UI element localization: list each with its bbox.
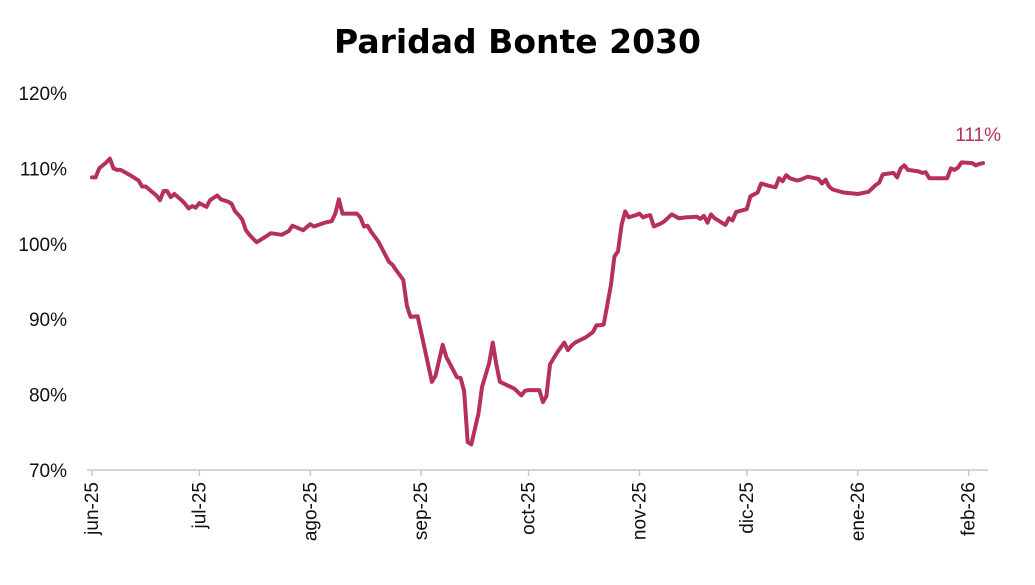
x-tick-label: jun-25 — [82, 482, 103, 536]
x-tick-label: ago-25 — [300, 482, 321, 541]
x-axis-ticks: jun-25 jul-25 ago-25 sep-25 oct-25 nov-25 dic-… — [82, 470, 980, 541]
x-tick-label: oct-25 — [519, 482, 540, 535]
y-tick-label: 70% — [29, 461, 67, 482]
y-tick-label: 100% — [18, 235, 67, 256]
x-tick-label: sep-25 — [411, 482, 432, 540]
series-layer — [90, 156, 985, 447]
y-tick-label: 80% — [29, 386, 67, 407]
x-tick-label: feb-26 — [959, 482, 980, 536]
y-tick-label: 90% — [29, 310, 67, 331]
x-tick-label: nov-25 — [629, 482, 650, 540]
y-axis-tick-labels: 70% 80% 90% 100% 110% 120% — [18, 84, 67, 482]
x-tick-label: jul-25 — [189, 482, 210, 529]
last-value-label: 111% — [955, 125, 1001, 146]
chart-title: Paridad Bonte 2030 — [334, 22, 701, 61]
y-tick-label: 120% — [18, 84, 67, 105]
x-tick-label: dic-25 — [737, 482, 758, 534]
y-tick-label: 110% — [20, 159, 67, 180]
x-tick-label: ene-26 — [848, 482, 869, 541]
series-line — [90, 156, 985, 447]
